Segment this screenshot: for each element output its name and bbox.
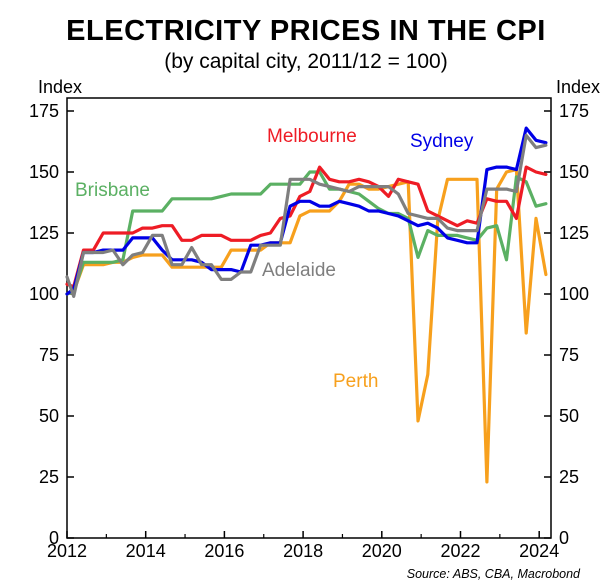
y-tick-left-label: 125 xyxy=(29,223,59,243)
x-tick-label: 2012 xyxy=(47,541,87,561)
x-tick-label: 2014 xyxy=(126,541,166,561)
x-ticks: 2012 2014 2016 2018 2020 2022 2024 xyxy=(47,531,559,561)
y-tick-right-label: 25 xyxy=(559,467,579,487)
y-tick-right-label: 125 xyxy=(559,223,589,243)
y-tick-left-label: 175 xyxy=(29,101,59,121)
series-line-sydney xyxy=(65,126,548,296)
series-label-sydney: Sydney xyxy=(410,131,474,152)
y-ticks-left: 0 25 50 75 100 125 150 175 xyxy=(29,101,74,548)
y-tick-left-label: 50 xyxy=(39,406,59,426)
series-label-brisbane: Brisbane xyxy=(75,180,150,201)
y-tick-right-label: 150 xyxy=(559,162,589,182)
x-tick-label: 2022 xyxy=(440,541,480,561)
series-line-melbourne xyxy=(65,165,548,289)
series-line-perth xyxy=(65,168,548,484)
series-line-adelaide xyxy=(65,133,548,298)
y-tick-right-label: 50 xyxy=(559,406,579,426)
y-tick-left-label: 75 xyxy=(39,345,59,365)
chart-subtitle: (by capital city, 2011/12 = 100) xyxy=(164,50,447,73)
y-tick-right-label: 175 xyxy=(559,101,589,121)
series-label-melbourne: Melbourne xyxy=(267,126,357,147)
plot-frame xyxy=(66,97,552,539)
x-tick-label: 2016 xyxy=(204,541,244,561)
series-label-adelaide: Adelaide xyxy=(262,260,336,281)
y-tick-right-label: 75 xyxy=(559,345,579,365)
series-label-perth: Perth xyxy=(333,371,378,392)
source-note: Source: ABS, CBA, Macrobond xyxy=(407,567,581,581)
y-tick-left-label: 150 xyxy=(29,162,59,182)
x-tick-label: 2024 xyxy=(519,541,559,561)
x-tick-label: 2020 xyxy=(362,541,402,561)
y-axis-label-right: Index xyxy=(556,77,600,97)
y-tick-left-label: 25 xyxy=(39,467,59,487)
chart-title: ELECTRICITY PRICES IN THE CPI xyxy=(66,15,546,47)
y-axis-label-left: Index xyxy=(38,77,82,97)
y-tick-right-label: 0 xyxy=(559,528,569,548)
y-tick-left-label: 100 xyxy=(29,284,59,304)
x-tick-label: 2018 xyxy=(283,541,323,561)
series-group xyxy=(65,126,548,484)
y-tick-left-label: 0 xyxy=(49,528,59,548)
y-ticks-right: 0 25 50 75 100 125 150 175 xyxy=(544,101,589,548)
y-tick-right-label: 100 xyxy=(559,284,589,304)
